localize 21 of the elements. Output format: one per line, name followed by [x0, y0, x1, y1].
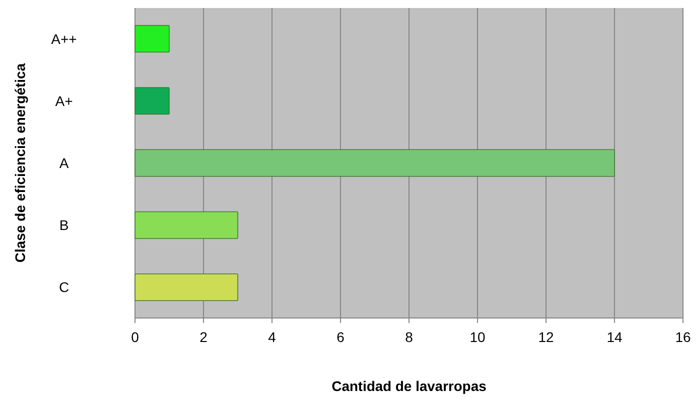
x-tick-label: 0	[131, 329, 140, 345]
x-tick-label: 4	[268, 329, 276, 345]
bar	[134, 24, 170, 53]
bar	[134, 149, 615, 177]
x-tick-label: 16	[675, 329, 691, 345]
y-tick-label: B	[59, 217, 69, 234]
y-tick-label: A	[59, 155, 70, 171]
x-tick-label: 12	[538, 329, 554, 345]
bar	[134, 87, 170, 115]
bar	[134, 273, 238, 302]
bar	[134, 211, 238, 239]
x-tick-label: 10	[470, 329, 486, 345]
x-tick-label: 14	[606, 329, 622, 345]
x-tick-label: 6	[336, 329, 345, 345]
x-tick-label: 2	[200, 329, 208, 345]
y-tick-label: A++	[51, 30, 77, 47]
x-axis-title: Cantidad de lavarropas	[332, 378, 487, 394]
y-tick-label: C	[58, 279, 70, 296]
y-axis-title: Clase de eficiencia energética	[12, 63, 28, 263]
x-tick-label: 8	[405, 329, 414, 345]
y-tick-label: A+	[55, 92, 73, 109]
